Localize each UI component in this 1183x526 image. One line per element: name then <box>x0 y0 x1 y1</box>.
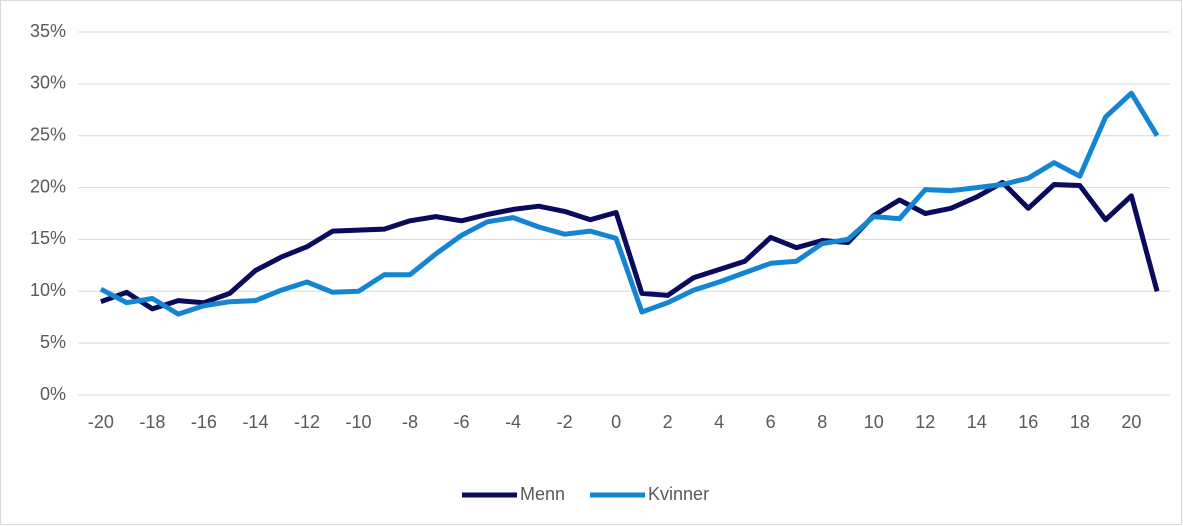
x-tick-label: -6 <box>454 412 470 432</box>
x-tick-label: -2 <box>557 412 573 432</box>
x-tick-label: 20 <box>1121 412 1141 432</box>
series-line <box>99 90 1160 317</box>
y-tick-label: 10% <box>30 280 66 300</box>
y-tick-label: 0% <box>40 384 66 404</box>
y-tick-label: 20% <box>30 176 66 196</box>
x-tick-label: 10 <box>864 412 884 432</box>
x-tick-label: 14 <box>967 412 987 432</box>
x-tick-label: 12 <box>915 412 935 432</box>
legend-label: Kvinner <box>648 484 709 504</box>
x-tick-label: 2 <box>663 412 673 432</box>
x-tick-label: -12 <box>294 412 320 432</box>
x-tick-label: -20 <box>88 412 114 432</box>
x-tick-label: -10 <box>345 412 371 432</box>
series-line <box>100 179 1160 312</box>
x-tick-label: 16 <box>1018 412 1038 432</box>
legend-label: Menn <box>520 484 565 504</box>
x-tick-label: -16 <box>191 412 217 432</box>
x-tick-label: -14 <box>242 412 268 432</box>
x-tick-label: 8 <box>817 412 827 432</box>
x-tick-label: -18 <box>139 412 165 432</box>
y-tick-label: 15% <box>30 228 66 248</box>
y-tick-label: 35% <box>30 21 66 41</box>
y-tick-label: 30% <box>30 73 66 93</box>
x-tick-label: 0 <box>611 412 621 432</box>
x-tick-label: -4 <box>505 412 521 432</box>
x-tick-label: -8 <box>402 412 418 432</box>
x-tick-label: 6 <box>766 412 776 432</box>
y-tick-label: 25% <box>30 124 66 144</box>
x-tick-label: 4 <box>714 412 724 432</box>
x-tick-label: 18 <box>1070 412 1090 432</box>
y-tick-label: 5% <box>40 332 66 352</box>
